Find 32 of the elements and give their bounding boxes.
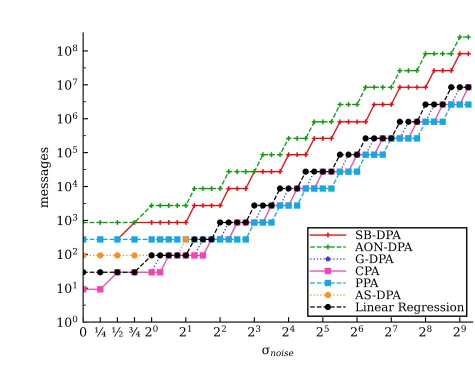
y-axis-title: messages [41,147,51,208]
y-tick-label: 10$^{2}$ [58,248,77,260]
legend-label: PPA [356,278,379,288]
x-tick-label: 2$^{8}$ [419,325,432,336]
x-tick-label: 2$^{7}$ [385,325,398,336]
y-tick-label: 10$^{3}$ [58,214,78,226]
y-tick-label: 10$^{1}$ [58,282,77,294]
x-tick-label: 2$^{3}$ [248,325,260,336]
y-tick-label: 10$^{5}$ [58,146,78,158]
y-tick-label: 10$^{8}$ [58,44,78,56]
legend-label: AON-DPA [354,242,413,252]
x-tick-label: 2$^{9}$ [454,325,466,336]
legend-label: Linear Regression [356,302,464,314]
x-tick-label: 2$^{2}$ [214,325,226,336]
x-tick-label: 2$^{4}$ [282,325,295,336]
x-tick-label: 0 [80,327,86,337]
x-axis-title: σ$_{noise}$ [262,348,294,356]
x-tick-label: 2$^{6}$ [350,325,364,336]
legend-label: CPA [356,266,380,276]
x-tick-label: 2$^{0}$ [145,325,158,336]
x-tick-label: 2$^{5}$ [316,325,329,336]
y-tick-label: 10$^{6}$ [58,112,78,124]
legend-label: G-DPA [356,254,394,264]
y-tick-label: 10$^{4}$ [58,180,78,192]
legend-label: SB-DPA [356,230,401,240]
x-tick-label: ¼ [95,327,106,337]
legend-label: AS-DPA [354,290,402,300]
y-tick-label: 10$^{0}$ [58,316,78,327]
x-tick-label: ½ [112,327,123,337]
y-tick-label: 10$^{7}$ [58,78,78,90]
x-tick-label: ¾ [129,327,140,337]
x-tick-label: 2$^{1}$ [180,325,192,336]
